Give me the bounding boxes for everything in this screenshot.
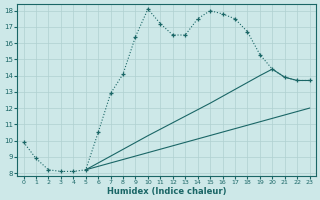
X-axis label: Humidex (Indice chaleur): Humidex (Indice chaleur) xyxy=(107,187,226,196)
